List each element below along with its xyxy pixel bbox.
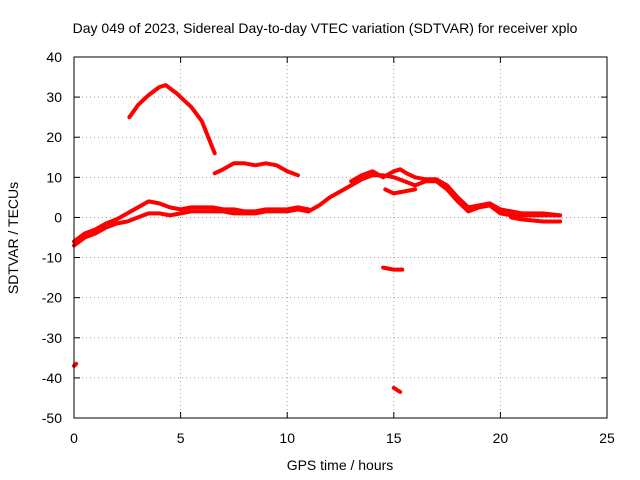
series-seg-1430 [381, 265, 405, 272]
y-tick-label: 40 [46, 49, 62, 65]
series-arc-afternoon-band [349, 167, 563, 218]
axis-ticks [73, 56, 608, 419]
plot-frame [73, 56, 608, 419]
data-series [72, 83, 563, 394]
axis-tick-labels: 0 5 10 15 20 25 -50 -40 -30 -20 -10 0 10 20 30 40 [42, 49, 615, 446]
series-seg-1515 [391, 385, 403, 394]
x-tick-label: 25 [599, 430, 615, 446]
x-tick-label: 20 [493, 430, 509, 446]
y-tick-label: 0 [54, 209, 62, 225]
y-tick-label: 30 [46, 89, 62, 105]
grid [74, 57, 607, 418]
x-tick-label: 5 [177, 430, 185, 446]
y-tick-label: 20 [46, 129, 62, 145]
y-tick-label: -40 [42, 370, 62, 386]
series-arc-midday [212, 161, 300, 178]
x-tick-label: 15 [386, 430, 402, 446]
y-tick-label: -20 [42, 290, 62, 306]
series-arc-morning-high [127, 83, 217, 156]
x-axis-label: GPS time / hours [287, 457, 394, 473]
series-arc-main-upper [72, 199, 311, 244]
y-tick-label: -50 [42, 410, 62, 426]
series-arc-1500-lower [383, 187, 418, 196]
y-tick-label: 10 [46, 169, 62, 185]
chart-title: Day 049 of 2023, Sidereal Day-to-day VTE… [73, 20, 578, 36]
x-tick-label: 0 [70, 430, 78, 446]
y-tick-label: -30 [42, 330, 62, 346]
x-tick-label: 10 [279, 430, 295, 446]
series-arc-main-lower [72, 207, 311, 248]
y-tick-label: -10 [42, 250, 62, 266]
y-axis-label: SDTVAR / TECUs [5, 182, 21, 294]
series-arc-evening-drop [509, 215, 563, 224]
series-arc-afternoon [306, 173, 563, 218]
